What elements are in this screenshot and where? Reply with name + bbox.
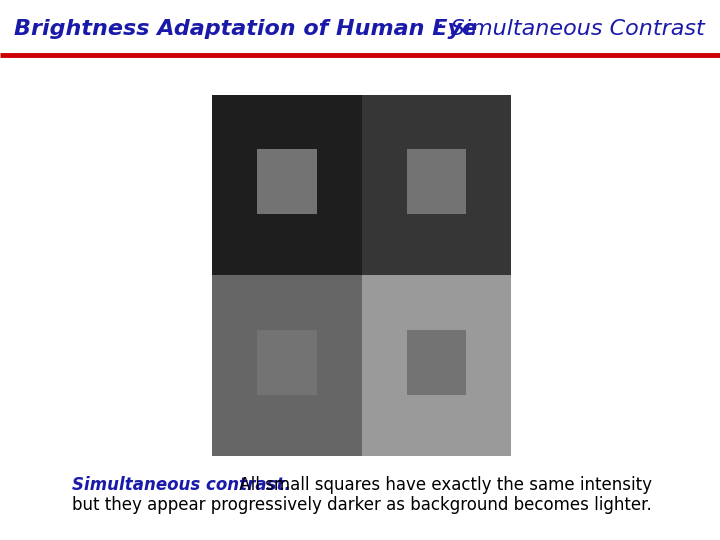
FancyBboxPatch shape bbox=[361, 275, 511, 456]
Text: but they appear progressively darker as background becomes lighter.: but they appear progressively darker as … bbox=[72, 496, 652, 514]
Text: Brightness Adaptation of Human Eye: Brightness Adaptation of Human Eye bbox=[14, 19, 477, 39]
FancyBboxPatch shape bbox=[361, 94, 511, 275]
Text: All small squares have exactly the same intensity: All small squares have exactly the same … bbox=[234, 476, 652, 494]
FancyBboxPatch shape bbox=[212, 94, 361, 275]
Bar bbox=[407, 329, 467, 395]
Bar bbox=[257, 148, 317, 214]
Text: Simultaneous contrast.: Simultaneous contrast. bbox=[72, 476, 291, 494]
Text: : Simultaneous Contrast: : Simultaneous Contrast bbox=[429, 19, 705, 39]
Bar bbox=[407, 148, 467, 214]
FancyBboxPatch shape bbox=[212, 275, 361, 456]
Bar bbox=[257, 329, 317, 395]
